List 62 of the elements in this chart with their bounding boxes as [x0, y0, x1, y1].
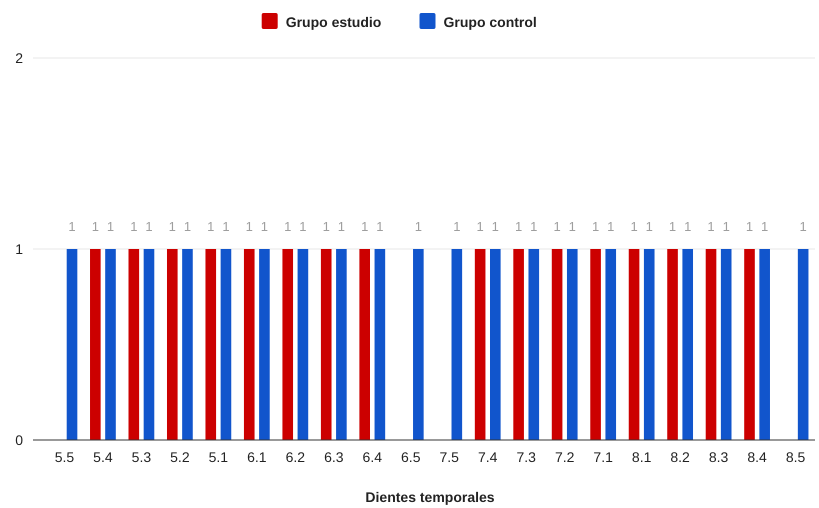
- x-tick-label: 8.5: [786, 449, 806, 465]
- x-tick-label: 6.5: [401, 449, 421, 465]
- data-label: 1: [168, 219, 176, 234]
- x-tick-label: 7.2: [554, 449, 575, 465]
- data-label: 1: [299, 219, 307, 234]
- x-tick-label: 7.3: [516, 449, 536, 465]
- data-label: 1: [761, 219, 768, 234]
- x-tick-label: 5.2: [170, 449, 190, 465]
- data-label: 1: [130, 219, 138, 234]
- data-label: 1: [376, 219, 384, 234]
- data-label: 1: [684, 219, 692, 234]
- x-tick-label: 5.5: [54, 449, 74, 465]
- data-label: 1: [338, 219, 345, 234]
- x-tick-label: 8.1: [632, 449, 652, 465]
- x-tick-label: 6.3: [324, 449, 344, 465]
- legend-label: Grupo estudio: [286, 14, 382, 30]
- data-label: 1: [592, 219, 600, 234]
- x-tick-label: 5.4: [93, 449, 113, 465]
- data-label: 1: [800, 219, 807, 234]
- y-tick-label: 2: [15, 50, 24, 66]
- data-label: 1: [646, 219, 653, 234]
- data-label: 1: [322, 219, 330, 234]
- data-label: 1: [207, 219, 214, 234]
- x-tick-label: 5.1: [208, 449, 228, 465]
- data-label: 1: [246, 219, 253, 234]
- data-label: 1: [722, 219, 730, 234]
- data-label: 1: [68, 219, 76, 234]
- data-label: 1: [284, 219, 292, 234]
- data-label: 1: [630, 219, 638, 234]
- x-tick-label: 6.2: [286, 449, 306, 465]
- data-label: 1: [568, 219, 576, 234]
- data-label: 1: [707, 219, 715, 234]
- data-label: 1: [414, 219, 422, 234]
- data-label: 1: [184, 219, 192, 234]
- x-tick-label: 7.5: [440, 449, 460, 465]
- x-tick-label: 8.2: [670, 449, 690, 465]
- data-label: 1: [222, 219, 230, 234]
- x-tick-label: 6.4: [362, 449, 382, 465]
- x-axis-title: Dientes temporales: [365, 489, 495, 505]
- data-label: 1: [260, 219, 268, 234]
- y-tick-label: 1: [15, 240, 24, 257]
- x-tick-label: 6.1: [247, 449, 267, 465]
- legend-label: Grupo control: [444, 14, 537, 30]
- data-label: 1: [746, 219, 754, 234]
- data-label: 1: [361, 219, 368, 234]
- data-label: 1: [553, 219, 561, 234]
- data-label: 1: [92, 219, 99, 234]
- x-tick-label: 8.4: [747, 449, 768, 465]
- x-tick-label: 7.1: [593, 449, 614, 465]
- x-tick-label: 7.4: [478, 449, 498, 465]
- data-label: 1: [145, 219, 153, 234]
- data-label: 1: [515, 219, 522, 234]
- x-tick-label: 8.3: [708, 449, 729, 465]
- data-label: 1: [668, 219, 676, 234]
- data-label: 1: [492, 219, 499, 234]
- data-label: 1: [106, 219, 114, 234]
- data-label: 1: [476, 219, 484, 234]
- data-label: 1: [530, 219, 538, 234]
- y-tick-label: 0: [15, 432, 24, 448]
- x-tick-label: 5.3: [132, 449, 152, 465]
- data-label: 1: [607, 219, 614, 234]
- data-label: 1: [453, 219, 460, 234]
